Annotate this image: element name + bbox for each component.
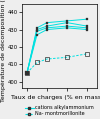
- Y-axis label: Température de décomposition (°C): Température de décomposition (°C): [1, 0, 6, 102]
- Legend: cations alkylammonium, Na- montmorillonite: cations alkylammonium, Na- montmorilloni…: [24, 105, 94, 117]
- Text: Taux de charges (% en masse): Taux de charges (% en masse): [11, 95, 100, 100]
